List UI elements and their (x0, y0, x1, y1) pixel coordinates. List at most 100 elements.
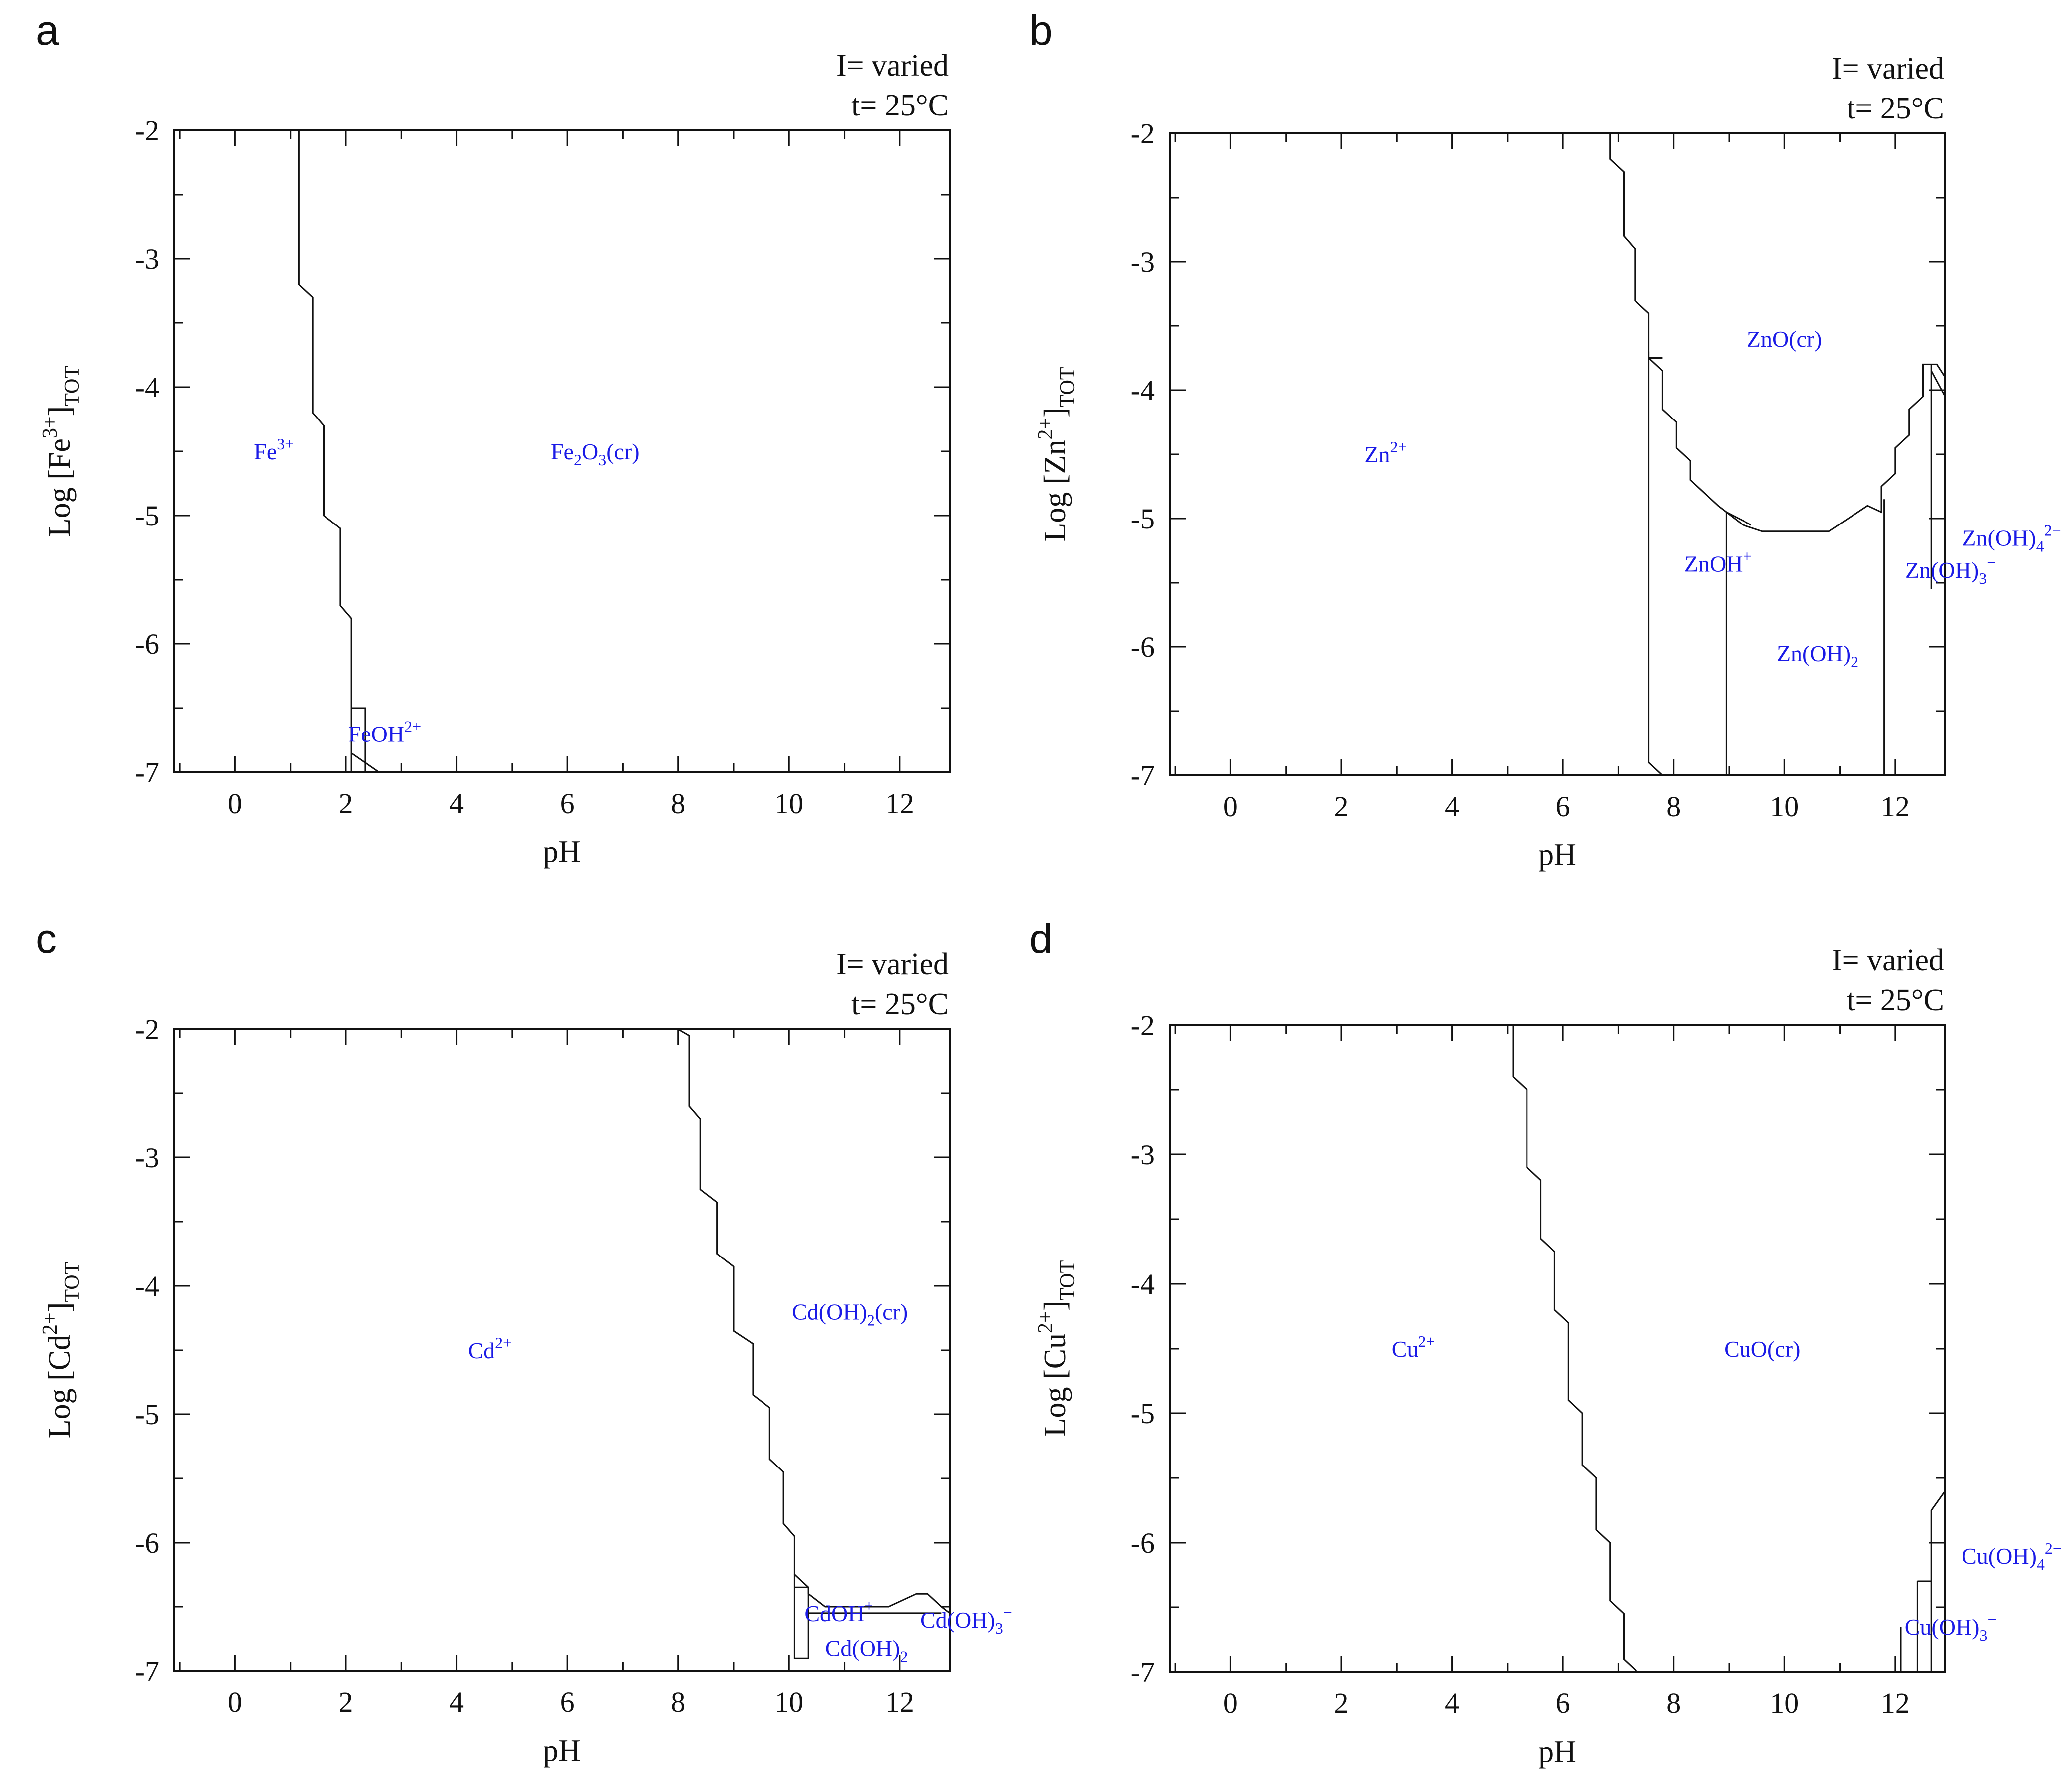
x-tick-label: 10 (774, 787, 803, 820)
x-tick-label: 0 (228, 1686, 242, 1718)
predominance-boundary (351, 752, 380, 773)
x-tick-label: 8 (1666, 790, 1681, 823)
y-tick-label: -6 (135, 628, 159, 660)
y-axis-title: Log [Cu2+]TOT (1034, 1260, 1079, 1437)
x-tick-label: 2 (338, 1686, 353, 1718)
y-tick-label: -7 (135, 756, 159, 789)
y-tick-label: -2 (135, 1013, 159, 1046)
x-tick-label: 8 (1666, 1687, 1681, 1719)
x-axis-title: pH (543, 1734, 581, 1768)
species-label: CdOH+ (804, 1597, 873, 1626)
panel-c: c I= varied t= 25°C 0 2 4 6 8 10 12 -2 -3 -4 -5 -6 -7 pH… (36, 915, 1012, 1768)
predominance-boundary (677, 1028, 950, 1614)
x-tick-label: 8 (671, 1686, 685, 1718)
y-tick-label: -5 (135, 1398, 159, 1431)
predominance-boundary (1512, 1025, 1638, 1673)
species-label: Cu(OH)3− (1905, 1610, 1997, 1644)
species-label: Zn(OH)42− (1962, 522, 2061, 555)
predominance-boundary (1930, 1490, 1946, 1511)
x-tick-label: 8 (671, 787, 685, 820)
species-label: Fe3+ (254, 435, 294, 464)
x-tick-label: 4 (449, 787, 464, 820)
x-tick-label: 0 (1223, 790, 1238, 823)
panel-d: d I= varied t= 25°C 0 2 4 6 8 10 12 -2 -3 -4 -5 -6 -7 pH… (1029, 915, 2062, 1769)
condition-label: I= varied (836, 49, 949, 83)
panel-letter: d (1029, 915, 1053, 962)
x-tick-label: 12 (1881, 1687, 1910, 1719)
x-tick-label: 2 (1334, 790, 1348, 823)
species-label: Zn2+ (1364, 438, 1407, 467)
species-label: Zn(OH)2 (1777, 641, 1858, 671)
y-tick-label: -3 (1131, 246, 1155, 278)
panel-letter: a (36, 7, 59, 54)
y-tick-label: -2 (1131, 1009, 1155, 1042)
y-tick-label: -7 (1131, 1656, 1155, 1688)
y-tick-label: -5 (1131, 503, 1155, 535)
y-tick-label: -6 (1131, 1527, 1155, 1559)
x-tick-label: 4 (1445, 790, 1459, 823)
x-tick-label: 0 (228, 787, 242, 820)
y-tick-label: -7 (1131, 759, 1155, 792)
x-tick-label: 0 (1223, 1687, 1238, 1719)
x-tick-label: 10 (1770, 1687, 1799, 1719)
y-tick-label: -5 (1131, 1397, 1155, 1430)
x-tick-label: 4 (1445, 1687, 1459, 1719)
y-tick-label: -4 (135, 371, 159, 404)
y-tick-label: -7 (135, 1655, 159, 1687)
panel-b: b I= varied t= 25°C 0 2 4 6 8 10 12 -2 -3 -4 -5 -6 -7 pH… (1029, 7, 2061, 872)
predominance-boundary (1609, 133, 1946, 532)
y-tick-label: -5 (135, 500, 159, 532)
y-tick-label: -2 (1131, 117, 1155, 150)
x-tick-label: 12 (1881, 790, 1910, 823)
plot-frame (173, 1028, 951, 1672)
species-label: Cd(OH)3− (920, 1603, 1012, 1637)
species-label: Cu2+ (1392, 1332, 1435, 1362)
condition-label: t= 25°C (1847, 983, 1944, 1017)
x-axis-title: pH (1538, 1735, 1576, 1769)
species-label: ZnOH+ (1684, 547, 1752, 576)
panel-a: a I= varied t= 25°C 0 2 4 6 8 10 12 -2 -3 -4 -5 -6 -7 pH… (36, 7, 951, 869)
x-tick-label: 10 (774, 1686, 803, 1718)
y-tick-label: -4 (1131, 1268, 1155, 1300)
y-tick-label: -6 (1131, 631, 1155, 663)
x-tick-label: 12 (885, 787, 914, 820)
species-label: Cu(OH)42− (1962, 1539, 2062, 1573)
species-label: CuO(cr) (1724, 1336, 1800, 1362)
y-tick-label: -3 (135, 243, 159, 275)
condition-label: t= 25°C (851, 987, 949, 1021)
y-tick-label: -3 (1131, 1139, 1155, 1171)
x-axis-title: pH (1538, 838, 1576, 872)
predominance-boundary (793, 1574, 809, 1659)
y-axis-title: Log [Zn2+]TOT (1034, 367, 1079, 541)
panel-letter: b (1029, 7, 1053, 54)
x-tick-label: 4 (449, 1686, 464, 1718)
x-tick-label: 2 (338, 787, 353, 820)
condition-label: t= 25°C (851, 89, 949, 122)
y-tick-label: -4 (1131, 374, 1155, 407)
y-axis-title: Log [Cd2+]TOT (39, 1262, 84, 1439)
y-tick-label: -6 (135, 1527, 159, 1559)
plot-frame (1169, 1024, 1946, 1673)
species-label: Cd2+ (468, 1334, 512, 1363)
x-tick-label: 6 (1556, 790, 1570, 823)
species-label: Cd(OH)2 (825, 1636, 908, 1666)
x-tick-label: 10 (1770, 790, 1799, 823)
species-label: FeOH2+ (348, 718, 422, 747)
x-tick-label: 6 (1556, 1687, 1570, 1719)
condition-label: I= varied (836, 947, 949, 981)
predominance-boundary (1726, 511, 1752, 526)
predominance-boundary (1930, 370, 1946, 397)
panel-letter: c (36, 915, 57, 962)
y-tick-label: -2 (135, 114, 159, 147)
x-tick-label: 6 (560, 1686, 575, 1718)
condition-label: I= varied (1832, 52, 1944, 86)
y-axis-title: Log [Fe3+]TOT (39, 366, 84, 537)
species-label: Fe2O3(cr) (551, 439, 640, 469)
y-tick-label: -4 (135, 1270, 159, 1302)
species-label: Cd(OH)2(cr) (792, 1299, 908, 1329)
plot-frame (1169, 132, 1946, 776)
condition-label: I= varied (1832, 943, 1944, 977)
predominance-boundary (1648, 351, 1663, 776)
predominance-boundary (298, 130, 352, 772)
